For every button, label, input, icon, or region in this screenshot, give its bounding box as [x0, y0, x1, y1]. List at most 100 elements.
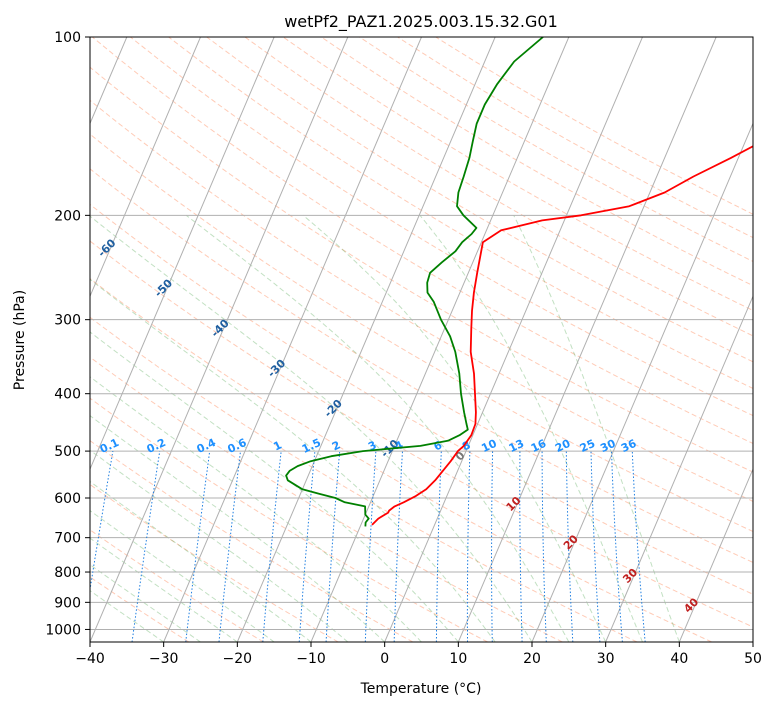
- x-tick-label: −30: [149, 651, 179, 667]
- dry-adiabat-line: [206, 37, 753, 363]
- mixing-ratio-label: 0.6: [225, 436, 248, 456]
- mixing-ratio-line: [262, 451, 282, 642]
- isotherm-line: [163, 37, 422, 642]
- dry-adiabat-line: [90, 240, 753, 628]
- x-tick-label: 10: [449, 651, 467, 667]
- y-tick-label: 800: [54, 565, 81, 581]
- isotherm-line: [90, 37, 275, 471]
- background-reference-lines: [90, 37, 753, 642]
- isotherm-line: [90, 37, 349, 642]
- x-axis-label: Temperature (°C): [360, 681, 482, 697]
- dry-adiabat-line: [90, 316, 638, 642]
- moist-adiabat-line: [90, 537, 238, 642]
- moist-adiabat-line: [90, 415, 386, 642]
- isotherm-line: [310, 37, 570, 642]
- mixing-ratio-line: [565, 451, 574, 642]
- profile-lines: [285, 37, 753, 527]
- mixing-ratio-line: [611, 451, 623, 642]
- y-tick-label: 200: [54, 208, 81, 224]
- mixing-ratio-label: 13: [507, 437, 526, 455]
- x-tick-label: −10: [296, 651, 326, 667]
- y-axis-ticks: 100 200 300 400 500 600 700 800 900 1000: [45, 30, 90, 638]
- mixing-ratio-label: 16: [529, 437, 549, 455]
- isotherm-line: [605, 295, 753, 642]
- isotherm-label: 10: [504, 494, 524, 514]
- mixing-ratio-line: [325, 451, 341, 642]
- isotherm-label: 20: [561, 532, 581, 552]
- isotherm-line: [457, 37, 717, 642]
- mixing-ratio-label: 0.4: [195, 436, 218, 456]
- moist-adiabat-line: [90, 331, 459, 642]
- mixing-ratio-line: [298, 451, 316, 642]
- y-tick-label: 600: [54, 491, 81, 507]
- plot-frame: [89, 36, 754, 643]
- dry-adiabat-line: [90, 397, 488, 642]
- mixing-ratio-line: [435, 451, 442, 642]
- mixing-ratio-label: 0.2: [145, 436, 168, 456]
- x-tick-label: −40: [75, 651, 105, 667]
- x-tick-label: 50: [744, 651, 762, 667]
- dry-adiabat-line: [90, 278, 712, 642]
- y-tick-label: 1000: [45, 622, 81, 638]
- x-tick-label: 0: [380, 651, 389, 667]
- isotherm-line: [752, 640, 753, 642]
- moist-adiabat-line: [90, 589, 164, 642]
- mixing-ratio-label: 25: [578, 437, 597, 455]
- isotherm-label: -60: [95, 236, 118, 259]
- moist-adiabat-line: [90, 564, 201, 642]
- dry-adiabat-line: [90, 99, 753, 502]
- mixing-ratio-label: 36: [619, 437, 639, 455]
- mixing-ratio-label: 10: [479, 437, 499, 455]
- mixing-ratio-line: [393, 451, 403, 642]
- x-tick-label: −20: [223, 651, 253, 667]
- isotherm-label: -80: [0, 156, 6, 179]
- x-tick-label: 20: [523, 651, 541, 667]
- dry-adiabat-line: [90, 483, 339, 642]
- moist-adiabat-line: [90, 215, 533, 642]
- moist-adiabat-line: [90, 449, 349, 642]
- y-axis-label: Pressure (hPa): [12, 290, 28, 390]
- mixing-ratio-label: 20: [553, 437, 573, 455]
- mixing-ratio-line: [185, 451, 211, 642]
- mixing-ratio-line: [364, 451, 377, 642]
- dry-adiabat-line: [90, 529, 264, 642]
- mixing-ratio-line: [631, 451, 646, 642]
- moist-adiabat-line: [419, 214, 643, 642]
- x-tick-label: 30: [597, 651, 615, 667]
- isotherm-line: [384, 37, 643, 642]
- isotherm-line: [678, 467, 753, 642]
- dry-adiabat-line: [90, 203, 753, 595]
- dewpoint-profile-line: [285, 37, 544, 527]
- dry-adiabat-line: [244, 37, 753, 337]
- moist-adiabat-line: [90, 509, 275, 642]
- dry-adiabat-line: [90, 356, 563, 642]
- isotherm-line: [531, 122, 753, 642]
- isotherm-label: -20: [322, 397, 345, 420]
- mixing-ratio-label-group: 0.1 0.2 0.4 0.6 1 1.5 2 3 4 6 8 10 13 16 20 25 30 36: [98, 436, 639, 456]
- moist-adiabat-line: [302, 214, 607, 642]
- dry-adiabat-line: [90, 440, 414, 642]
- isotherm-label: -30: [265, 357, 288, 380]
- mixing-ratio-line: [466, 451, 471, 642]
- mixing-ratio-line: [90, 451, 114, 593]
- mixing-ratio-line: [218, 451, 241, 642]
- moist-adiabat-line: [90, 278, 496, 642]
- isotherm-line: [90, 37, 201, 298]
- mixing-ratio-label: 0.1: [98, 436, 121, 456]
- mixing-ratio-line: [519, 451, 523, 642]
- moist-adiabat-line: [90, 376, 422, 642]
- dry-adiabat-line: [90, 576, 190, 642]
- dry-adiabat-line: [90, 168, 753, 563]
- isotherm-label: 30: [620, 566, 640, 586]
- mixing-ratio-line: [590, 451, 601, 642]
- x-axis-ticks: −40 −30 −20 −10 0 10 20 30 40 50: [75, 642, 762, 667]
- chart-title: wetPf2_PAZ1.2025.003.15.32.G01: [284, 12, 558, 32]
- mixing-ratio-line: [491, 451, 494, 642]
- moist-adiabat-line: [90, 480, 312, 642]
- mixing-ratio-label: 1.5: [300, 436, 323, 456]
- y-tick-label: 500: [54, 444, 81, 460]
- x-tick-label: 40: [670, 651, 688, 667]
- isotherm-line: [236, 37, 496, 642]
